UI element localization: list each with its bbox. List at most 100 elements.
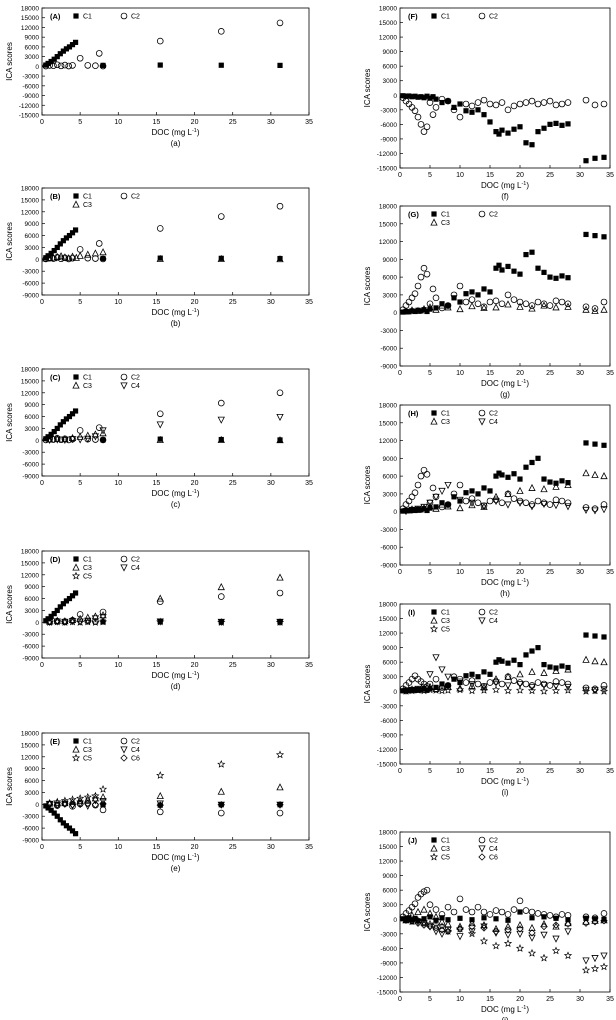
data-point (528, 923, 536, 931)
data-point (409, 917, 415, 923)
data-point (408, 493, 416, 501)
data-point (504, 926, 512, 934)
data-point (68, 617, 77, 626)
y-tick-label: -12000 (19, 103, 40, 110)
data-point (91, 801, 100, 809)
data-point (486, 100, 494, 108)
data-point (156, 791, 164, 800)
y-tick-label: 18000 (21, 549, 39, 556)
y-tick-label: 12000 (379, 35, 397, 42)
series-c1 (43, 227, 283, 262)
y-tick-label: -6000 (22, 826, 39, 833)
data-point (99, 436, 107, 444)
legend-marker (478, 845, 486, 853)
y-tick-label: -6000 (22, 644, 39, 651)
data-point (275, 618, 285, 626)
data-point (546, 682, 554, 689)
data-point (457, 498, 463, 504)
data-point (504, 501, 512, 509)
data-point (420, 305, 428, 313)
data-point (51, 611, 57, 617)
data-point (462, 906, 470, 913)
data-point (559, 122, 565, 128)
data-point (552, 303, 560, 311)
y-tick-label: 9000 (383, 873, 398, 880)
data-point (430, 94, 436, 100)
data-point (539, 686, 549, 695)
data-point (523, 251, 529, 258)
data-point (529, 459, 535, 466)
data-point (516, 925, 524, 933)
x-tick-label: 5 (78, 119, 82, 126)
data-point (480, 303, 488, 311)
legend-label: C2 (131, 14, 140, 21)
data-point (591, 955, 599, 963)
data-point (498, 908, 506, 916)
data-point (528, 304, 536, 312)
data-point (591, 101, 599, 109)
data-point (486, 679, 494, 686)
legend-label: C4 (489, 846, 498, 853)
data-point (63, 598, 70, 604)
data-point (540, 920, 548, 928)
data-point (420, 128, 428, 135)
data-point (552, 101, 560, 109)
data-point (432, 493, 440, 501)
data-point (492, 929, 500, 937)
data-point (48, 613, 54, 619)
data-point (417, 472, 425, 480)
y-tick-label: 3000 (383, 902, 398, 909)
data-point (423, 471, 431, 478)
data-point (504, 489, 512, 497)
panel-label: (E) (50, 737, 61, 746)
x-tick-label: 0 (40, 844, 44, 851)
data-point (591, 505, 599, 513)
legend-label: C3 (83, 565, 92, 572)
legend-marker (71, 571, 81, 580)
data-point (444, 502, 452, 510)
data-point (583, 632, 589, 638)
y-tick-label: 6000 (383, 64, 398, 71)
data-point (61, 253, 69, 261)
data-point (590, 964, 600, 973)
data-point (517, 124, 523, 130)
data-point (468, 922, 476, 931)
data-point (522, 99, 530, 106)
data-point (516, 298, 524, 306)
data-point (474, 300, 482, 308)
data-point (426, 909, 434, 917)
x-tick-label: 35 (606, 996, 614, 1003)
panel-label: (G) (408, 210, 419, 219)
x-tick-label: 30 (576, 370, 584, 377)
data-point (53, 434, 61, 442)
data-point (600, 506, 608, 514)
data-point (156, 598, 164, 606)
panel-label: (J) (408, 836, 418, 845)
data-point (420, 921, 428, 929)
data-point (496, 262, 502, 268)
data-point (540, 301, 548, 309)
legend-marker (431, 13, 437, 19)
data-point (564, 480, 572, 489)
y-tick-label: -6000 (22, 281, 39, 288)
plot-frame (399, 7, 611, 169)
data-point (437, 922, 447, 931)
data-point (424, 93, 430, 99)
data-point (591, 657, 599, 665)
data-point (421, 686, 427, 692)
data-point (51, 810, 57, 816)
y-tick-label: 0 (393, 689, 397, 696)
x-tick-label: 10 (456, 370, 464, 377)
data-point (564, 503, 572, 511)
data-point (408, 917, 416, 925)
data-point (496, 470, 502, 476)
data-point (63, 416, 70, 422)
data-point (600, 298, 608, 306)
data-point (535, 129, 541, 135)
data-point (45, 253, 54, 261)
legend-label: C5 (441, 627, 450, 634)
data-point (462, 298, 470, 306)
data-point (60, 601, 66, 607)
data-point (564, 912, 572, 919)
data-point (552, 913, 560, 921)
